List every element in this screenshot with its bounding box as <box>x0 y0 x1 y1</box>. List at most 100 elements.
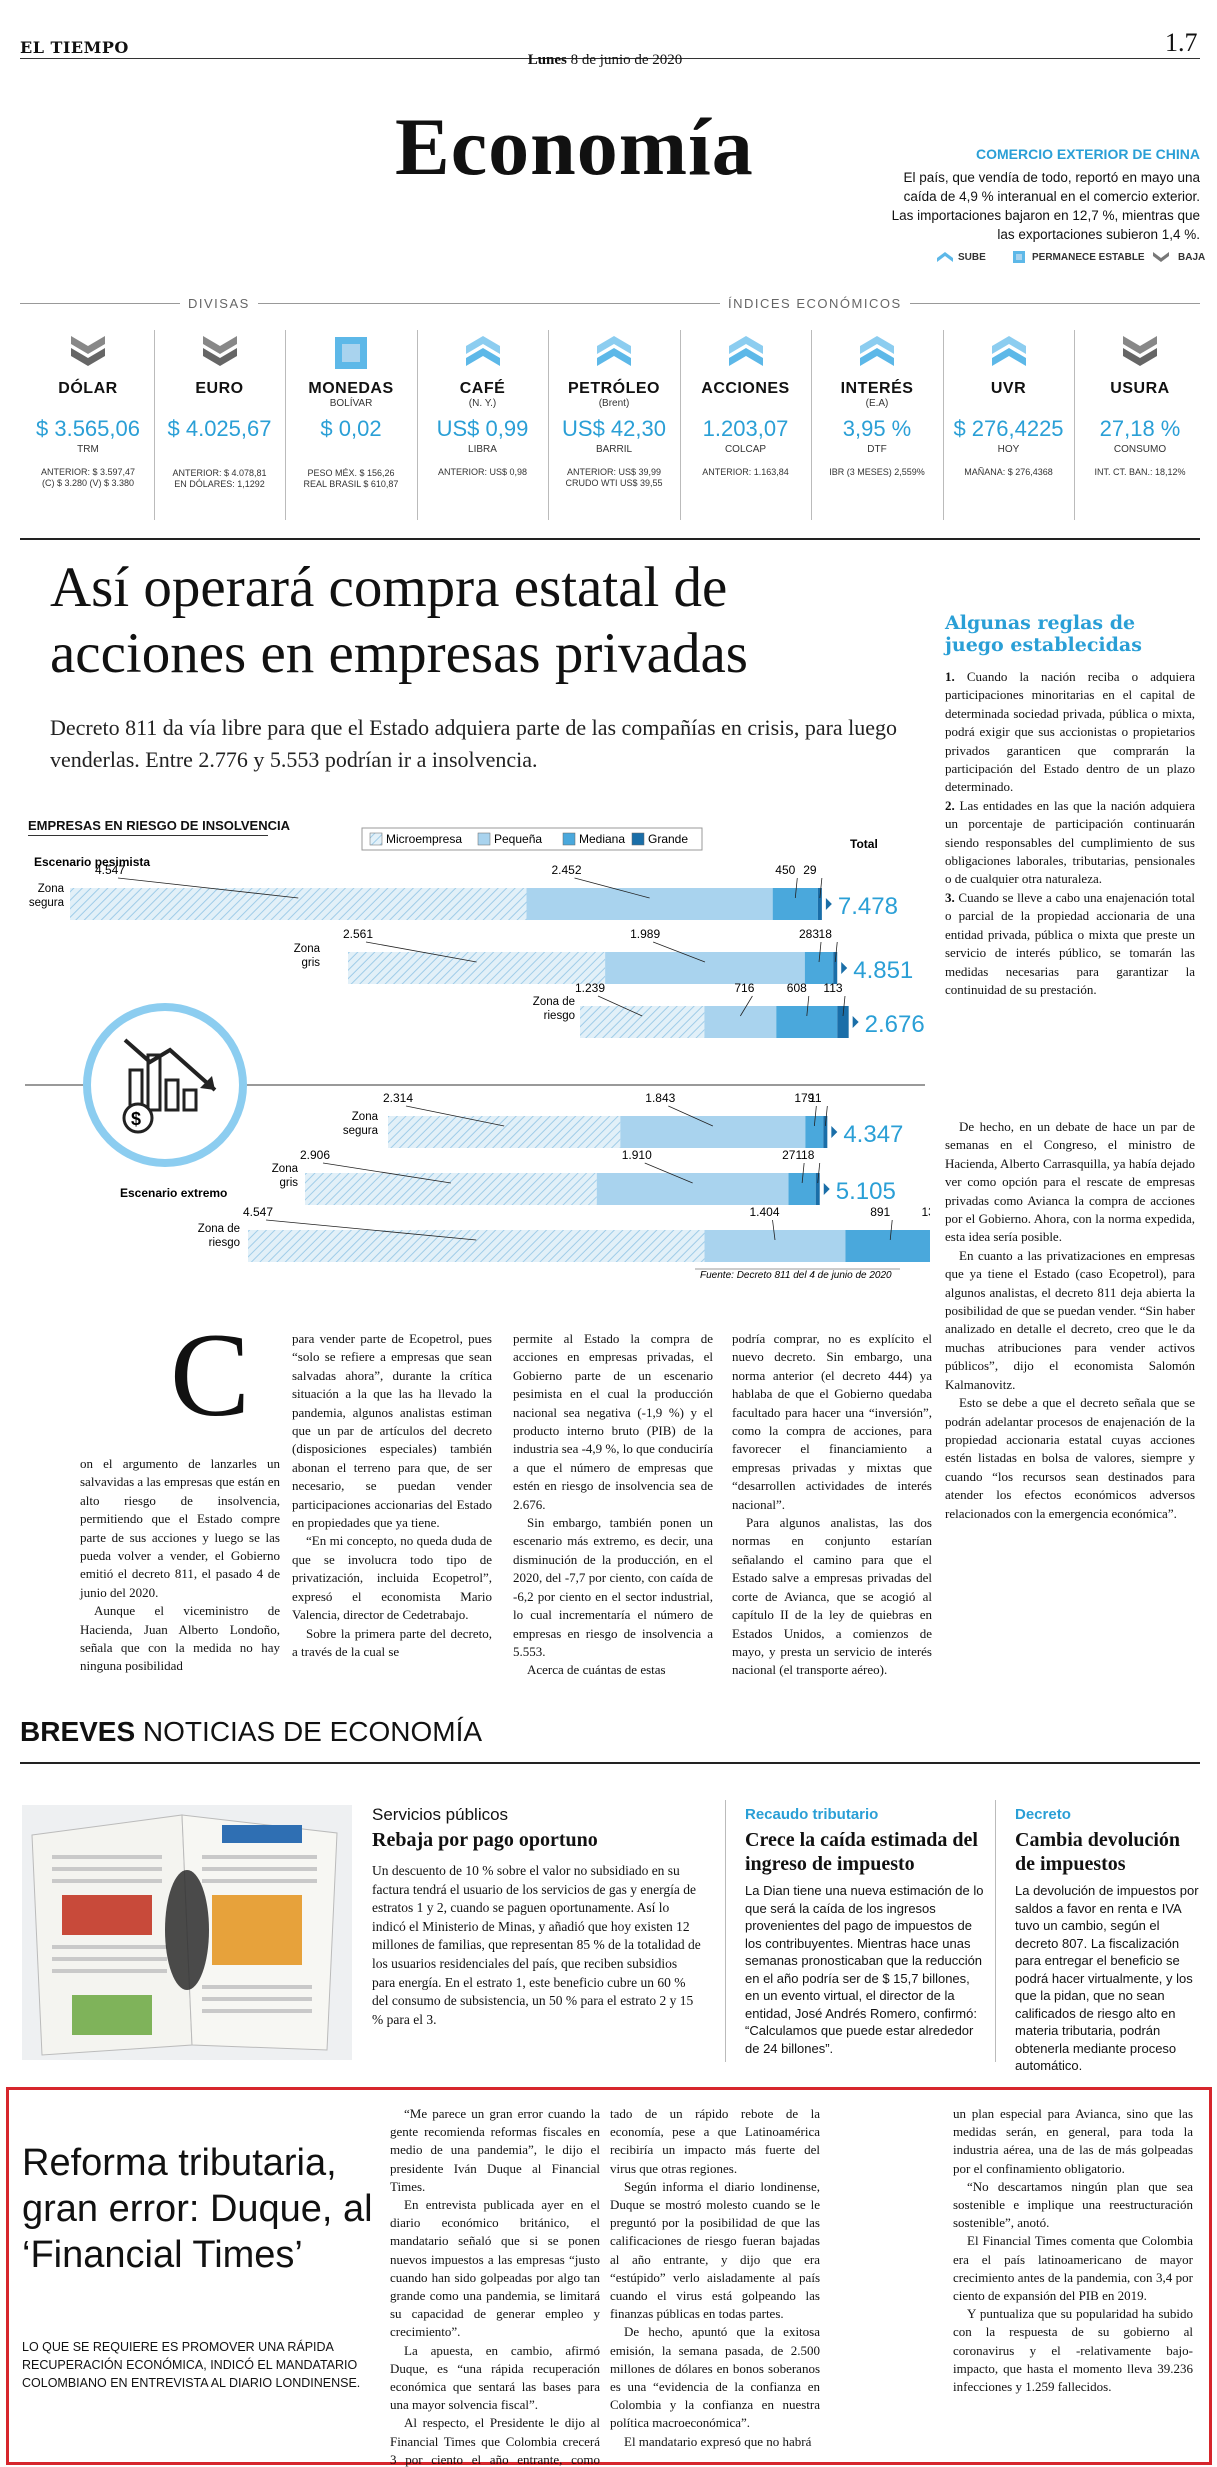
indicator-name: ACCIONES <box>701 380 790 397</box>
indicator-unit: HOY <box>997 444 1020 455</box>
zone-label: Zona <box>38 883 65 895</box>
indicator-value: $ 0,02 <box>320 416 382 441</box>
legend-up: SUBE <box>958 252 986 263</box>
reforma-column-3: un plan especial para Avianca, sino que … <box>830 2105 1200 2396</box>
indicator-separator <box>679 330 681 520</box>
scenario-label: Escenario extremo <box>120 1186 227 1200</box>
indicator-unit <box>160 444 280 456</box>
indices-header: ÍNDICES ECONÓMICOS <box>720 296 910 311</box>
leader-line <box>818 941 822 963</box>
indicator-name: CAFÉ <box>459 380 506 397</box>
paragraph: Al respecto, el Presidente le dijo al Fi… <box>390 2415 600 2467</box>
paragraph: El Financial Times comenta que Colombia … <box>953 2233 1193 2304</box>
value-label: 283 <box>799 927 819 941</box>
indicator-separator <box>548 330 549 520</box>
indicator-value: $ 3.565,06 <box>36 416 140 441</box>
bar-segment <box>70 888 527 920</box>
brief-3-text: La devolución de impuestos por saldos a … <box>1015 1883 1199 2073</box>
total-arrow <box>823 1183 830 1195</box>
zone-label: gris <box>301 957 320 969</box>
leader-line <box>322 1162 451 1184</box>
article-column-1: on el argumento de lanzarles un salvavid… <box>80 1455 280 1676</box>
date-text: 8 de junio de 2020 <box>566 52 683 68</box>
date-weekday: Lunes <box>527 52 567 68</box>
value-label: 2.452 <box>552 863 582 877</box>
china-box-text: El país, que vendía de todo, reportó en … <box>891 170 1200 242</box>
indicator-unit: DTF <box>867 444 887 455</box>
chart-source: Fuente: Decreto 811 del 4 de junio de 20… <box>700 1270 892 1281</box>
paragraph: Sin embargo, también ponen un escenario … <box>513 1515 713 1659</box>
trend-up-icon <box>595 332 633 374</box>
zone-label: segura <box>29 897 65 909</box>
drop-cap: C <box>170 1308 251 1441</box>
section-title: Economía <box>395 101 754 192</box>
rule-number: 2. <box>945 797 955 813</box>
leader-line <box>772 1219 776 1241</box>
page-number: 1.7 <box>1165 28 1198 57</box>
indicator-euro: EURO $ 4.025,67 ANTERIOR: $ 4.078,81 EN DÓL… <box>160 322 280 490</box>
rule-number: 3. <box>945 889 955 905</box>
indicator-unit: COLCAP <box>724 444 767 455</box>
bar-segment <box>704 1230 846 1262</box>
indicator-subtitle <box>949 398 1069 410</box>
value-label: 18 <box>819 927 833 941</box>
chart-title: EMPRESAS EN RIESGO DE INSOLVENCIA <box>28 818 290 833</box>
newspaper-reader-photo <box>22 1805 352 2060</box>
brief-1-text: Un descuento de 10 % sobre el valor no s… <box>372 1863 701 2027</box>
indicator-extra: ANTERIOR: US$ 39,99 CRUDO WTI US$ 39,55 <box>565 467 663 488</box>
article-column-3: permite al Estado la compra de acciones … <box>513 1330 713 1680</box>
rule-text: Las entidades en las que la nación adqui… <box>945 797 1195 887</box>
article-dek: Decreto 811 da vía libre para que el Est… <box>50 715 898 772</box>
value-label: 2.561 <box>343 927 373 941</box>
value-label: 1.239 <box>575 981 605 995</box>
scenario-label: Escenario pesimista <box>34 855 150 869</box>
bar-segment <box>772 888 818 920</box>
insolvency-chart: Microempresa Pequeña Mediana Grande Total Esc… <box>25 827 930 1281</box>
value-label: 4.547 <box>243 1205 273 1219</box>
zone-label: Zona <box>352 1111 379 1123</box>
zone-label: Zona <box>294 943 321 955</box>
total-value: 2.676 <box>865 1011 925 1038</box>
bar-segment <box>805 1116 824 1148</box>
indicator-value: US$ 0,99 <box>436 416 529 441</box>
total-arrow <box>841 962 848 974</box>
indicator-extra: MAÑANA: $ 276,4368 <box>964 467 1053 477</box>
zone-label: Zona de <box>533 996 575 1008</box>
indicator-separator <box>416 330 418 520</box>
bar-segment <box>388 1116 621 1148</box>
leader-line <box>739 995 753 1017</box>
indicator-name: PETRÓLEO <box>567 380 660 397</box>
article-headline: Así operará compra estatal de acciones e… <box>50 556 748 685</box>
bar-segment <box>348 952 606 984</box>
indicator-petróleo: PETRÓLEO (Brent) US$ 42,30 BARRIL ANTERIOR: … <box>554 322 674 489</box>
leader-line <box>817 1162 821 1184</box>
legend-label: Microempresa <box>386 832 462 846</box>
legend-label: Grande <box>648 832 688 846</box>
indicator-separator <box>1074 330 1075 520</box>
leader-line <box>668 1105 714 1127</box>
svg-text:$: $ <box>131 1109 141 1129</box>
indicator-extra: INT. CT. BAN.: 18,12% <box>1094 467 1186 477</box>
bar-segment <box>845 1230 930 1262</box>
legend-swatch <box>369 832 383 846</box>
legend-stable: PERMANECE ESTABLE <box>1032 252 1145 263</box>
indicators-rule <box>20 303 1200 304</box>
falling-chart-icon-graphic: $ <box>122 1038 217 1134</box>
sidebar-title: Algunas reglas de juego establecidas <box>945 612 1142 656</box>
zone-label: riesgo <box>544 1010 575 1022</box>
paragraph: De hecho, apuntó que la exitosa emisión,… <box>610 2324 820 2431</box>
indicator-café: CAFÉ (N. Y.) US$ 0,99 LIBRA ANTERIOR: US$ 0,… <box>423 322 543 478</box>
value-label: 1.989 <box>630 927 660 941</box>
paragraph: on el argumento de lanzarles un salvavid… <box>80 1456 280 1600</box>
paragraph: De hecho, en un debate de hace un par de… <box>945 1119 1195 1245</box>
indicator-acciones: ACCIONES 1.203,07 COLCAP ANTERIOR: 1.163,84 <box>686 322 806 478</box>
paragraph: Según informa el diario londinense, Duqu… <box>610 2178 820 2322</box>
trend-down-icon <box>1121 332 1159 374</box>
indicator-separator <box>811 330 812 520</box>
total-arrow <box>825 898 832 910</box>
value-label: 1.910 <box>622 1148 652 1162</box>
leader-line <box>889 1219 893 1241</box>
value-label: 179 <box>794 1091 814 1105</box>
bar-segment <box>580 1006 705 1038</box>
breves-header: BREVES NOTICIAS DE ECONOMÍA <box>20 1716 482 1748</box>
